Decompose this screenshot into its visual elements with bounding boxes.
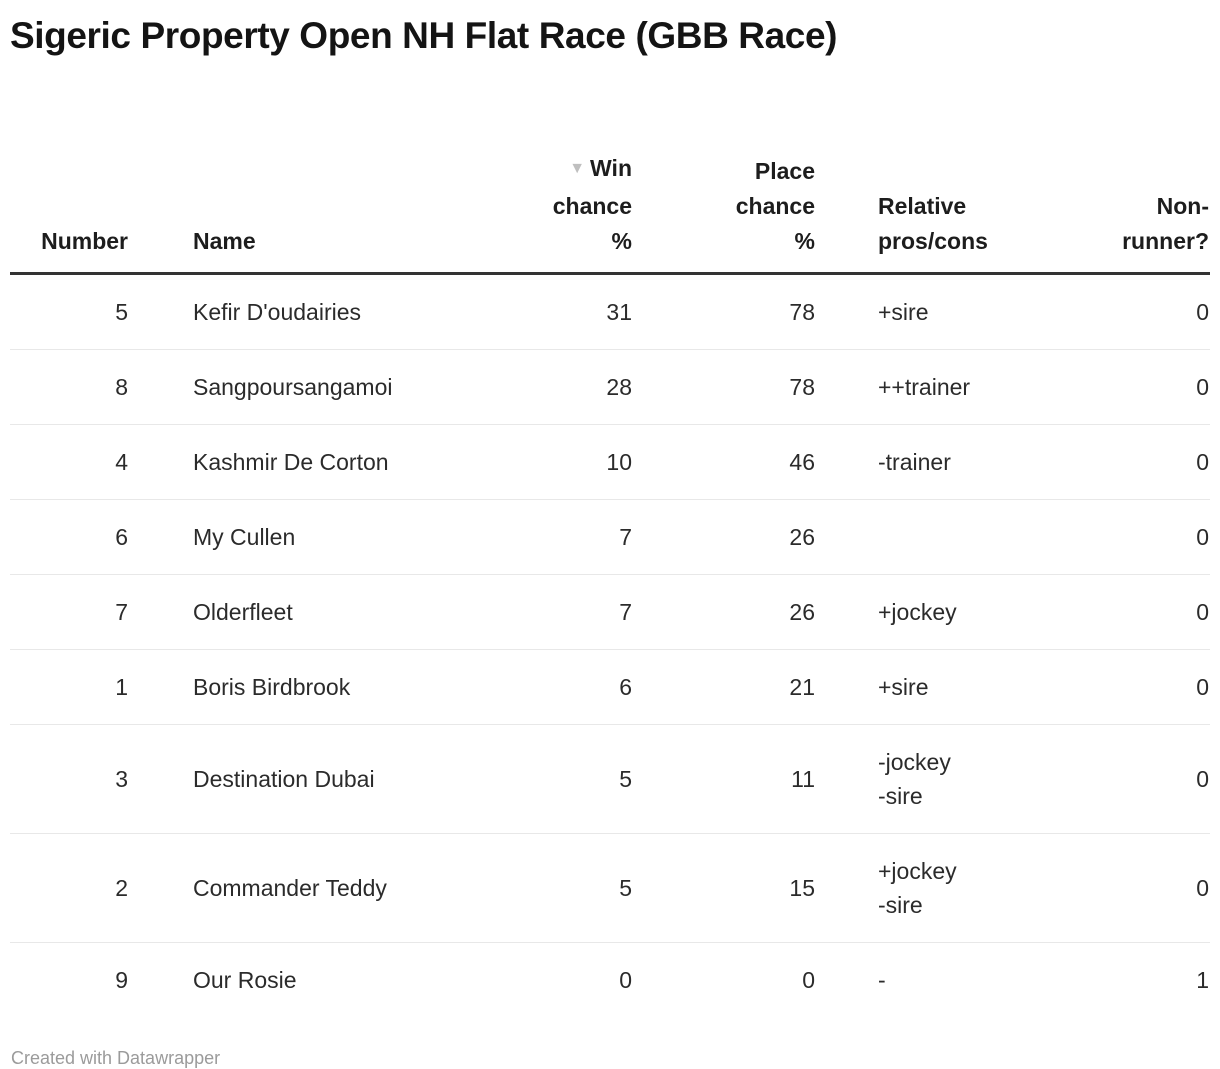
cell-win-chance: 6 bbox=[455, 649, 635, 725]
cell-name: Kashmir De Corton bbox=[135, 424, 455, 500]
cell-place-chance: 78 bbox=[635, 349, 815, 425]
col-header-win-chance-label: Win chance % bbox=[552, 155, 632, 254]
col-header-place-chance[interactable]: Place chance % bbox=[635, 116, 815, 275]
table-row: 3 Destination Dubai 5 11 -jockey -sire 0 bbox=[10, 724, 1210, 834]
cell-non-runner: 0 bbox=[1035, 724, 1210, 834]
table-row: 8 Sangpoursangamoi 28 78 ++trainer 0 bbox=[10, 349, 1210, 425]
cell-place-chance: 78 bbox=[789, 299, 815, 325]
cell-pros-cons: -trainer bbox=[815, 424, 1035, 500]
cell-number: 2 bbox=[10, 833, 135, 943]
cell-name: Boris Birdbrook bbox=[135, 649, 455, 725]
cell-win-chance: 0 bbox=[455, 942, 635, 1017]
cell-place-chance: 46 bbox=[635, 424, 815, 500]
cell-name: Olderfleet bbox=[135, 574, 455, 650]
cell-number: 7 bbox=[10, 574, 135, 650]
col-header-number[interactable]: Number bbox=[10, 116, 135, 275]
table-row: 1 Boris Birdbrook 6 21 +sire 0 bbox=[10, 649, 1210, 725]
cell-non-runner: 0 bbox=[1035, 424, 1210, 500]
cell-pros-cons: -jockey -sire bbox=[815, 724, 1035, 834]
col-header-pros-cons-label: Relative pros/cons bbox=[878, 193, 988, 254]
col-header-pros-cons[interactable]: Relative pros/cons bbox=[815, 116, 1035, 275]
table-row: 5 Kefir D'oudairies 31 78 +sire 0 bbox=[10, 274, 1210, 350]
cell-name: My Cullen bbox=[135, 499, 455, 575]
header-row: Number Name ▼ Win chance % Place chance %… bbox=[10, 116, 1210, 275]
cell-name: Commander Teddy bbox=[135, 833, 455, 943]
cell-pros-cons bbox=[815, 499, 1035, 575]
table-body: 5 Kefir D'oudairies 31 78 +sire 0 8 Sang… bbox=[10, 274, 1210, 1017]
cell-number: 6 bbox=[10, 499, 135, 575]
cell-pros-cons: +jockey -sire bbox=[815, 833, 1035, 943]
table-row: 6 My Cullen 7 26 0 bbox=[10, 499, 1210, 575]
table-row: 9 Our Rosie 0 0 - 1 bbox=[10, 942, 1210, 1017]
col-header-number-label: Number bbox=[41, 228, 128, 254]
cell-place-chance: 11 bbox=[635, 724, 815, 834]
cell-non-runner: 0 bbox=[1035, 499, 1210, 575]
cell-non-runner: 0 bbox=[1035, 349, 1210, 425]
race-table: Number Name ▼ Win chance % Place chance %… bbox=[10, 116, 1210, 1017]
cell-non-runner: 0 bbox=[1035, 649, 1210, 725]
cell-name: Our Rosie bbox=[135, 942, 455, 1017]
col-header-place-chance-label: Place chance % bbox=[735, 158, 815, 254]
col-header-win-chance[interactable]: ▼ Win chance % bbox=[455, 116, 635, 275]
cell-pros-cons: +sire bbox=[815, 649, 1035, 725]
cell-pros-cons: ++trainer bbox=[815, 349, 1035, 425]
cell-pros-cons: +sire bbox=[878, 299, 929, 325]
cell-number: 4 bbox=[10, 424, 135, 500]
cell-non-runner: 0 bbox=[1196, 299, 1209, 325]
cell-name: Destination Dubai bbox=[135, 724, 455, 834]
cell-name: Sangpoursangamoi bbox=[135, 349, 455, 425]
table-row: 4 Kashmir De Corton 10 46 -trainer 0 bbox=[10, 424, 1210, 500]
cell-pros-cons: - bbox=[815, 942, 1035, 1017]
cell-win-chance: 5 bbox=[455, 724, 635, 834]
cell-win-chance: 10 bbox=[455, 424, 635, 500]
cell-place-chance: 26 bbox=[635, 499, 815, 575]
cell-number: 9 bbox=[10, 942, 135, 1017]
cell-non-runner: 0 bbox=[1035, 833, 1210, 943]
table-row: 7 Olderfleet 7 26 +jockey 0 bbox=[10, 574, 1210, 650]
table-header: Number Name ▼ Win chance % Place chance %… bbox=[10, 116, 1210, 275]
cell-win-chance: 7 bbox=[455, 499, 635, 575]
cell-place-chance: 15 bbox=[635, 833, 815, 943]
cell-win-chance: 31 bbox=[606, 299, 632, 325]
col-header-name[interactable]: Name bbox=[135, 116, 455, 275]
cell-non-runner: 1 bbox=[1035, 942, 1210, 1017]
cell-number: 1 bbox=[10, 649, 135, 725]
cell-win-chance: 28 bbox=[455, 349, 635, 425]
chart-title: Sigeric Property Open NH Flat Race (GBB … bbox=[10, 15, 838, 56]
table-row: 2 Commander Teddy 5 15 +jockey -sire 0 bbox=[10, 833, 1210, 943]
cell-name: Kefir D'oudairies bbox=[193, 299, 362, 325]
cell-number: 5 bbox=[115, 299, 128, 325]
cell-place-chance: 21 bbox=[635, 649, 815, 725]
cell-number: 3 bbox=[10, 724, 135, 834]
datawrapper-credit-link[interactable]: Created with Datawrapper bbox=[11, 1048, 221, 1068]
cell-win-chance: 5 bbox=[455, 833, 635, 943]
cell-number: 8 bbox=[10, 349, 135, 425]
cell-non-runner: 0 bbox=[1035, 574, 1210, 650]
cell-pros-cons: +jockey bbox=[815, 574, 1035, 650]
col-header-non-runner-label: Non- runner? bbox=[1122, 193, 1209, 254]
cell-place-chance: 26 bbox=[635, 574, 815, 650]
col-header-name-label: Name bbox=[193, 228, 256, 254]
col-header-non-runner[interactable]: Non- runner? bbox=[1035, 116, 1210, 275]
sort-descending-icon: ▼ bbox=[569, 160, 586, 177]
cell-place-chance: 0 bbox=[635, 942, 815, 1017]
cell-win-chance: 7 bbox=[455, 574, 635, 650]
